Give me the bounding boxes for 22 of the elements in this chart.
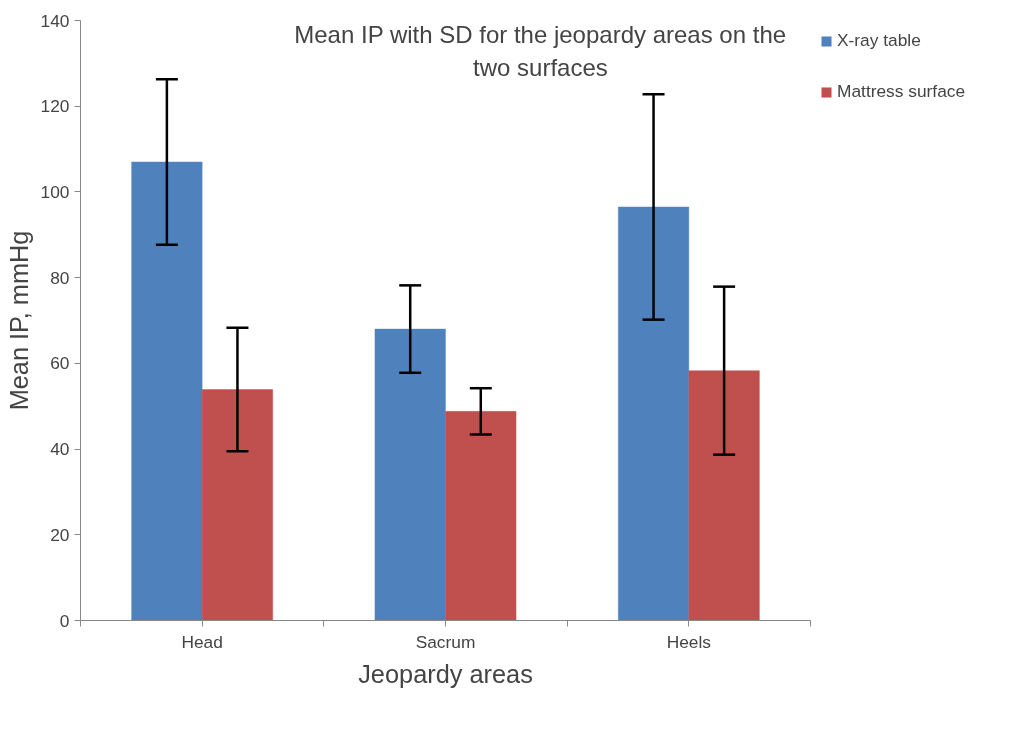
y-tick-label: 80 (50, 267, 70, 288)
legend-label: X-ray table (837, 30, 921, 51)
bar (374, 328, 446, 621)
bar (445, 410, 517, 621)
y-axis-title: Mean IP, mmHg (4, 230, 33, 411)
bar (617, 206, 690, 621)
y-tick-label: 100 (40, 181, 70, 202)
y-tick-label: 60 (50, 353, 70, 374)
bar (131, 161, 203, 621)
x-tick-label: Sacrum (415, 631, 476, 652)
x-tick-label: Heels (666, 631, 712, 652)
bar (688, 370, 760, 621)
y-tick-label: 120 (40, 96, 70, 117)
legend-label: Mattress surface (837, 81, 966, 102)
text: Mean IP with SD for the jeopardy areas on the two surfaces (294, 20, 787, 82)
bar (201, 389, 274, 621)
y-tick-label: 140 (40, 10, 70, 31)
y-tick-label: 20 (50, 524, 70, 545)
y-tick-label: 0 (59, 610, 70, 631)
x-tick-label: Head (181, 631, 223, 652)
x-axis-title: Jeopardy areas (358, 659, 533, 688)
y-tick-label: 40 (50, 439, 70, 460)
